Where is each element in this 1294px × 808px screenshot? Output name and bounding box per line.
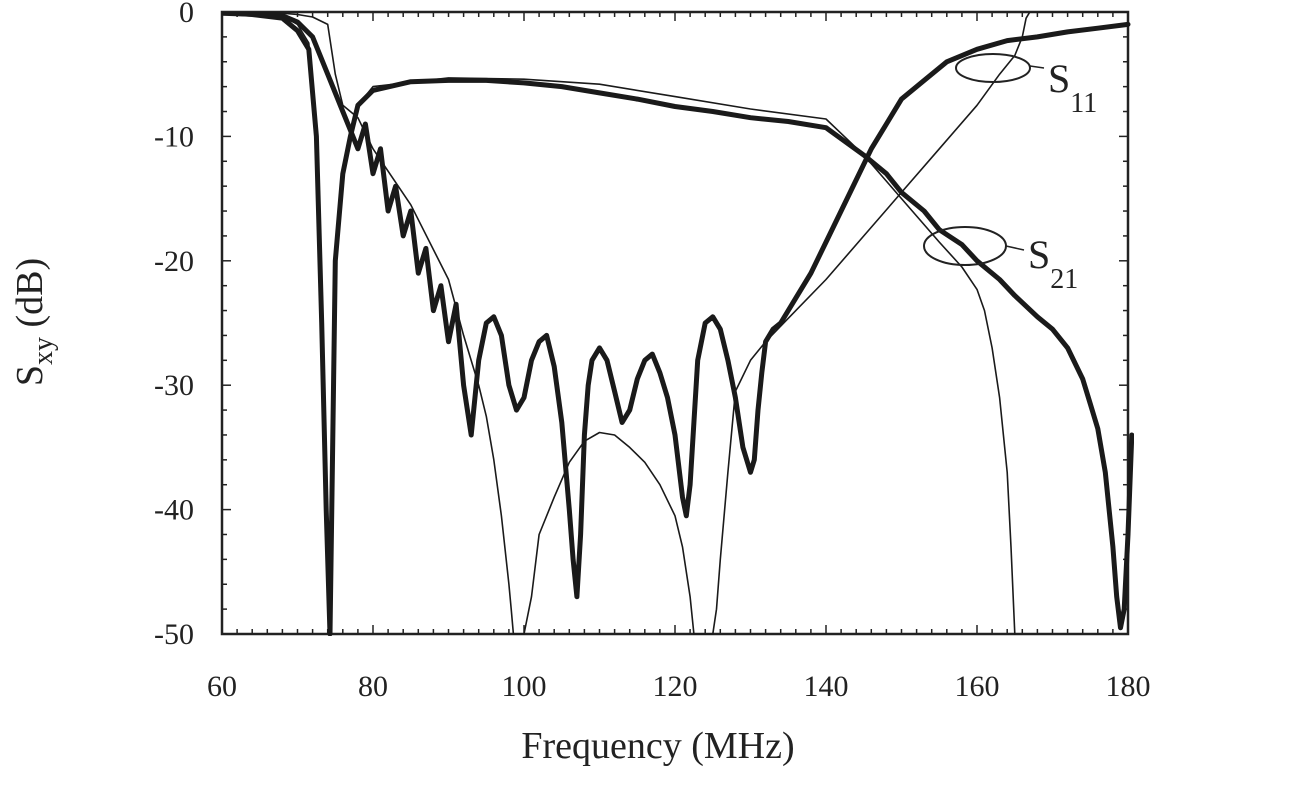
x-tick-label: 180 (1106, 670, 1151, 703)
x-tick-label: 80 (358, 670, 388, 703)
x-tick-label: 100 (502, 670, 547, 703)
s11-label-main: S (1048, 56, 1070, 101)
s21-callout-leader (1005, 245, 1025, 251)
s11-label-sub: 11 (1070, 88, 1097, 119)
y-tick-label: -30 (154, 369, 194, 402)
annotations: S11 S21 (923, 53, 1097, 295)
axes (220, 10, 1130, 636)
y-axis-title-sub: xy (28, 337, 59, 365)
s11-label: S11 (1048, 56, 1097, 119)
y-tick-label: 0 (179, 0, 194, 29)
x-tick-label: 120 (653, 670, 698, 703)
y-axis-title-main: S (9, 365, 51, 386)
x-tick-label: 140 (804, 670, 849, 703)
y-axis-title: Sxy (dB) (9, 258, 59, 386)
s21-label-sub: 21 (1050, 264, 1078, 295)
y-tick-label: -10 (154, 120, 194, 153)
y-tick-label: -20 (154, 245, 194, 278)
series-line-s11-measured (222, 12, 1131, 600)
y-tick-label: -40 (154, 494, 194, 527)
axis-titles: Frequency (MHz) Sxy (dB) (9, 258, 795, 767)
series-line-s21-simulated (222, 12, 1016, 635)
y-axis-title-group: Sxy (dB) (9, 258, 59, 386)
s11-callout-ellipse (955, 53, 1031, 83)
s21-label: S21 (1028, 232, 1078, 295)
x-tick-label: 60 (207, 670, 237, 703)
y-tick-label: -50 (154, 618, 194, 651)
series-group (222, 12, 1134, 636)
y-axis-title-rest: (dB) (9, 258, 51, 337)
s21-label-main: S (1028, 232, 1050, 277)
x-tick-label: 160 (955, 670, 1000, 703)
series-line-s11-simulated (222, 12, 1129, 635)
s11-callout-leader (1029, 65, 1045, 69)
x-axis-title: Frequency (MHz) (521, 725, 794, 767)
tick-labels: 60 80 100 120 140 160 180 0 -10 -20 -30 -40 -50 (154, 0, 1151, 703)
